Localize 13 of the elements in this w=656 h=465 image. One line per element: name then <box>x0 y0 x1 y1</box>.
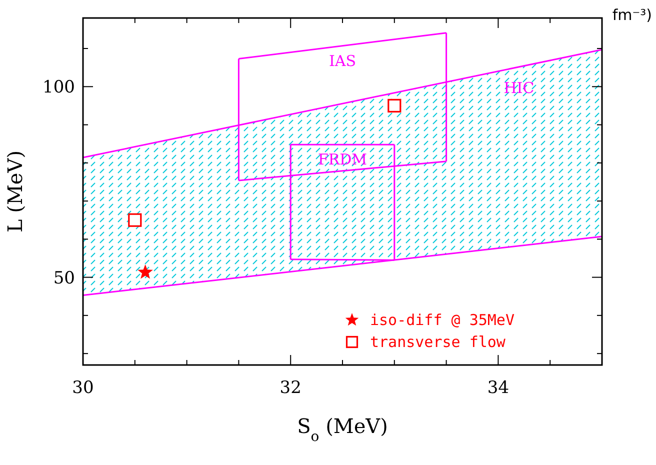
x-tick-label: 34 <box>487 378 510 398</box>
legend-label: transverse flow <box>370 333 506 351</box>
y-tick-label: 100 <box>42 78 75 98</box>
y-axis-title: L (MeV) <box>3 150 27 233</box>
x-tick-label: 30 <box>72 378 94 398</box>
series-label: FRDM <box>318 150 368 169</box>
legend-label: iso-diff @ 35MeV <box>370 311 514 329</box>
x-axis-title: S$_{o}$ (MeV) <box>297 414 388 445</box>
y-tick-label: 50 <box>53 268 75 288</box>
series-label: IAS <box>328 52 356 70</box>
x-tick-label: 32 <box>280 378 302 398</box>
text: fm⁻³) <box>612 6 652 24</box>
series-label: HIC <box>504 78 534 97</box>
